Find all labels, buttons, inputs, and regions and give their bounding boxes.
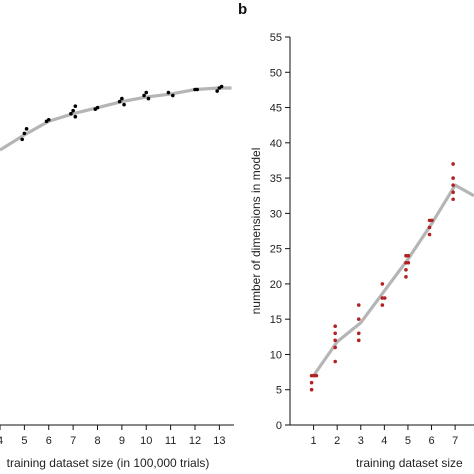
panel-b-x-tick-label: 1 (311, 435, 317, 447)
panel-b-data-point (382, 296, 387, 300)
panel-a-mean-line (0, 86, 232, 152)
panel-b-data-point (356, 303, 361, 307)
panel-b-data-point (404, 275, 408, 279)
panel-b-x-axis-title: training dataset size (356, 456, 463, 470)
panel-b-data-point (427, 225, 432, 230)
panel-a-data-point (69, 111, 73, 116)
panel-a-x-tick-label: 12 (189, 435, 201, 447)
panel-b-data-point (404, 268, 408, 272)
panel-a-data-point (22, 131, 27, 136)
panel-b-data-point (333, 345, 337, 350)
panel-b-data-point (451, 190, 455, 194)
panel-a-data-point (20, 137, 24, 142)
panel-a-data-point (71, 108, 75, 113)
panel-a-x-axis-title: training dataset size (in 100,000 trials… (7, 456, 210, 470)
panel-b-data-point (333, 324, 337, 329)
panel-a-x-tick-label: 7 (70, 435, 76, 447)
panel-b-y-tick-label: 25 (270, 244, 282, 256)
panel-a-data-point (46, 117, 51, 122)
panel-a-data-point (166, 90, 171, 95)
panel-b-data-point (451, 162, 455, 166)
panel-a-x-tick-label: 5 (21, 435, 27, 447)
panel-a-x-tick-label: 11 (165, 435, 176, 447)
panel-b-y-axis-title: number of dimensions in model (249, 148, 263, 315)
panel-b-mean-line (312, 183, 474, 377)
panel-b-data-point (406, 260, 411, 265)
panel-a-data-point (146, 96, 151, 101)
panel-b-y-tick-label: 10 (270, 349, 282, 361)
panel-b-data-point (356, 331, 361, 336)
panel-b-data-point (451, 176, 455, 180)
panel-b-data-point (406, 253, 411, 258)
panel-a-data-point (171, 93, 175, 98)
panel-a-x-tick-label: 13 (213, 435, 225, 447)
panel-b-data-point (430, 218, 434, 223)
panel-b-data-point (333, 359, 337, 364)
panel-b-data-point (356, 338, 361, 343)
panel-b-y-tick-label: 55 (270, 32, 282, 44)
panel-b-y-tick-label: 15 (270, 314, 282, 326)
panel-a-data-point (120, 96, 124, 101)
panel-a-x-tick-label: 4 (0, 435, 3, 447)
panel-b-data-point (314, 373, 319, 378)
panel-b-data-point (309, 387, 314, 392)
panel-b-x-tick-label: 4 (381, 435, 387, 447)
panel-b-data-point (333, 331, 337, 336)
panel-b-data-point (356, 317, 361, 321)
panel-a-data-point (195, 87, 199, 92)
panel-b-data-point (333, 338, 337, 343)
panel-b-y-tick-label: 50 (270, 67, 282, 79)
panel-a-data-point (144, 90, 149, 95)
panel-a-data-point (95, 105, 100, 110)
panel-b-x-tick-label: 2 (334, 435, 340, 447)
panel-b-y-tick-label: 20 (270, 279, 282, 291)
panel-b-data-point (451, 183, 455, 187)
panel-b-data-point (309, 380, 314, 385)
panel-b-y-tick-label: 35 (270, 173, 282, 185)
panel-a-data-point (142, 93, 146, 98)
panel-a-data-point (215, 89, 219, 93)
panel-b-data-point (451, 197, 455, 202)
panel-b-x-tick-label: 7 (452, 435, 458, 447)
panel-b-y-tick-label: 30 (270, 208, 282, 220)
panel-a-data-point (122, 102, 126, 107)
panel-b-y-tick-label: 40 (270, 138, 282, 150)
panel-b-data-point (427, 232, 432, 237)
panel-a-data-point (117, 99, 122, 104)
panel-letter-b: b (238, 1, 247, 18)
panel-a-x-tick-label: 10 (140, 435, 152, 447)
panel-a-x-tick-label: 9 (119, 435, 125, 447)
panel-a-data-point (24, 127, 29, 131)
panel-a-data-point (73, 114, 78, 119)
panel-a-data-point (219, 84, 224, 89)
panel-b-x-tick-label: 5 (405, 435, 411, 447)
panel-b-y-tick-label: 0 (276, 420, 282, 432)
panel-b-x-tick-label: 6 (428, 435, 434, 447)
panel-b-y-tick-label: 5 (276, 385, 282, 397)
panel-b-data-point (380, 282, 385, 286)
panel-a-data-point (73, 104, 78, 108)
panel-a-x-tick-label: 8 (94, 435, 100, 447)
panel-b-data-point (380, 303, 385, 307)
panel-a-x-tick-label: 6 (46, 435, 52, 447)
panel-b-y-tick-label: 45 (270, 103, 282, 115)
panel-b-x-tick-label: 3 (358, 435, 364, 447)
